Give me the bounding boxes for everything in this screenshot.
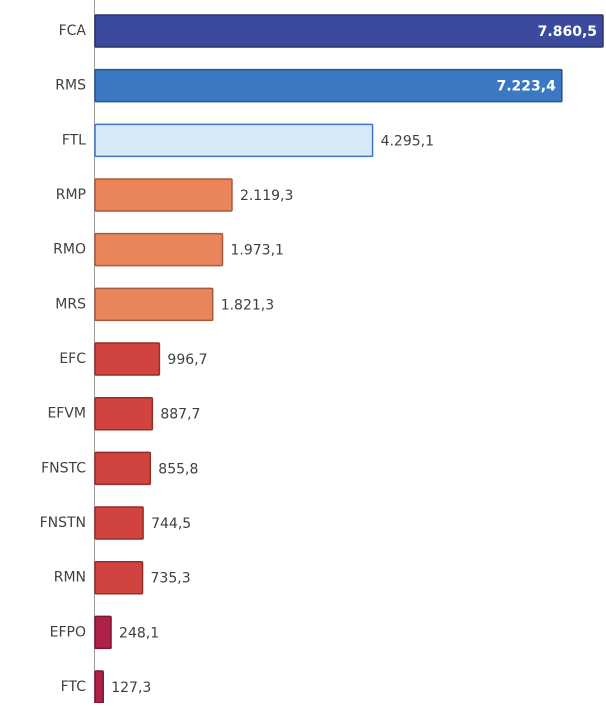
data-label: 7.860,5 — [538, 24, 597, 40]
bar — [94, 287, 214, 322]
data-label: 855,8 — [158, 461, 198, 477]
y-tick-label: MRS — [55, 296, 86, 312]
data-label: 735,3 — [151, 571, 191, 587]
y-tick-label: RMP — [56, 187, 86, 203]
y-tick-label: EFVM — [47, 406, 86, 422]
y-tick-label: FNSTC — [41, 460, 86, 476]
y-tick-label: RMS — [55, 78, 86, 94]
bar — [94, 506, 144, 540]
y-tick-label: RMN — [54, 570, 86, 586]
y-tick-label: EFPO — [50, 624, 86, 640]
bar — [94, 396, 154, 431]
bar — [94, 451, 152, 486]
data-label: 744,5 — [151, 516, 191, 532]
data-label: 248,1 — [119, 625, 159, 641]
y-tick-label: FNSTN — [40, 515, 86, 531]
data-label: 996,7 — [167, 352, 207, 368]
data-label: 887,7 — [160, 407, 200, 423]
data-label: 1.973,1 — [231, 243, 284, 259]
data-label: 127,3 — [111, 680, 151, 696]
data-label: 4.295,1 — [381, 133, 434, 149]
y-tick-label: FCA — [59, 23, 87, 39]
bar — [94, 68, 563, 103]
bar — [94, 123, 374, 158]
bar — [94, 670, 104, 704]
y-tick-label: FTL — [62, 132, 86, 148]
data-label: 2.119,3 — [240, 188, 293, 204]
y-tick-label: FTC — [61, 679, 87, 695]
bar — [94, 232, 224, 267]
y-tick-label: RMO — [53, 242, 86, 258]
bar — [94, 14, 604, 48]
bar — [94, 178, 233, 212]
data-label: 1.821,3 — [221, 297, 274, 313]
y-tick-label: EFC — [59, 351, 86, 367]
bar — [94, 560, 144, 595]
bar — [94, 342, 161, 376]
bar — [94, 615, 112, 650]
data-label: 7.223,4 — [496, 79, 556, 95]
